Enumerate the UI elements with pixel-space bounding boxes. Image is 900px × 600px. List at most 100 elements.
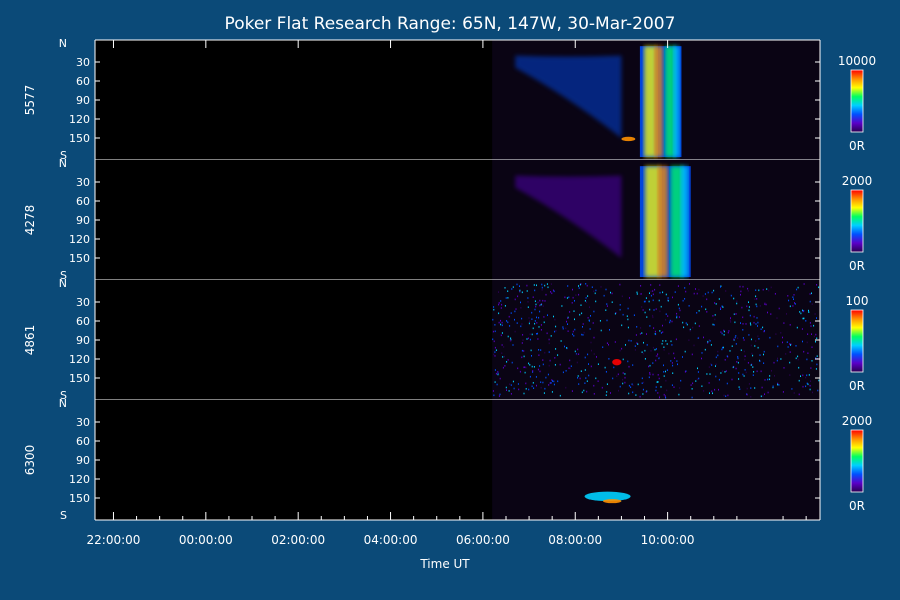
noise-pixel (568, 367, 570, 369)
noise-pixel (540, 303, 542, 306)
noise-pixel (537, 301, 539, 304)
y-tick-label: 150 (69, 132, 90, 145)
noise-pixel (708, 339, 710, 341)
noise-pixel (585, 297, 587, 299)
noise-pixel (506, 389, 507, 391)
noise-pixel (665, 313, 667, 315)
noise-pixel (548, 342, 550, 345)
noise-pixel (802, 310, 804, 313)
noise-pixel (646, 333, 647, 335)
noise-pixel (679, 309, 681, 312)
noise-pixel (665, 340, 667, 342)
y-tick-label: 30 (76, 176, 90, 189)
breakup-band (680, 166, 689, 277)
noise-pixel (622, 358, 624, 361)
noise-pixel (682, 356, 683, 358)
noise-pixel (644, 311, 646, 314)
noise-pixel (676, 315, 678, 318)
noise-pixel (576, 353, 578, 356)
noise-pixel (548, 384, 550, 386)
noise-pixel (764, 379, 766, 381)
noise-pixel (510, 384, 512, 386)
noise-pixel (805, 376, 807, 379)
noise-pixel (816, 355, 818, 357)
noise-pixel (734, 313, 736, 315)
noise-pixel (801, 328, 803, 330)
colorbar (850, 309, 864, 373)
noise-pixel (536, 333, 538, 335)
x-axis: 22:00:00 00:00:00 02:00:00 04:00:00 06:00:00… (87, 40, 807, 547)
noise-pixel (748, 383, 750, 385)
noise-pixel (816, 284, 818, 286)
noise-pixel (794, 302, 795, 304)
noise-pixel (543, 321, 545, 324)
noise-pixel (536, 322, 538, 324)
noise-pixel (689, 283, 690, 285)
noise-pixel (811, 333, 812, 335)
noise-pixel (593, 336, 595, 339)
noise-pixel (655, 348, 657, 350)
breakup-band (670, 166, 684, 277)
noise-pixel (498, 395, 500, 397)
noise-pixel (540, 349, 542, 351)
noise-pixel (523, 366, 525, 369)
noise-pixel (737, 337, 739, 339)
panel-6300: N S 30 60 90 120 150 6300 2000 0R (23, 397, 872, 522)
noise-pixel (592, 322, 594, 324)
noise-pixel (578, 287, 580, 289)
noise-pixel (672, 296, 673, 299)
noise-pixel (777, 357, 778, 360)
noise-pixel (501, 321, 503, 324)
noise-pixel (584, 369, 586, 371)
noise-pixel (736, 302, 738, 305)
noise-pixel (789, 343, 791, 345)
noise-pixel (758, 289, 760, 292)
noise-pixel (791, 388, 793, 390)
noise-pixel (584, 382, 586, 384)
noise-pixel (671, 362, 673, 364)
noise-pixel (782, 336, 783, 339)
noise-pixel (810, 380, 811, 382)
noise-pixel (683, 326, 685, 329)
breakup-band (644, 46, 657, 157)
noise-pixel (756, 317, 758, 319)
noise-pixel (649, 308, 651, 311)
noise-pixel (673, 386, 675, 388)
noise-pixel (538, 349, 540, 351)
noise-pixel (536, 384, 537, 387)
noise-pixel (727, 331, 729, 334)
y-tick-label: 90 (76, 454, 90, 467)
noise-pixel (507, 359, 509, 361)
noise-pixel (648, 376, 650, 379)
noise-pixel (593, 353, 595, 355)
noise-pixel (642, 388, 644, 391)
noise-pixel (696, 312, 698, 314)
noise-pixel (531, 311, 533, 314)
noise-pixel (809, 322, 811, 324)
noise-pixel (742, 316, 744, 319)
noise-pixel (621, 324, 623, 327)
x-axis-label: Time UT (419, 557, 470, 571)
noise-pixel (663, 393, 665, 396)
noise-pixel (710, 363, 712, 365)
y-tick-label: 150 (69, 252, 90, 265)
noise-pixel (800, 312, 802, 315)
noise-pixel (605, 371, 607, 373)
noise-pixel (720, 331, 722, 333)
noise-pixel (666, 389, 668, 392)
noise-pixel (671, 384, 673, 386)
panel-label: 4278 (23, 205, 37, 236)
noise-pixel (666, 343, 668, 345)
noise-pixel (579, 313, 581, 316)
noise-pixel (603, 294, 605, 297)
noise-pixel (767, 378, 769, 381)
noise-pixel (725, 370, 727, 372)
noise-pixel (586, 390, 588, 393)
noise-pixel (540, 329, 542, 331)
noise-pixel (664, 395, 666, 397)
noise-pixel (715, 375, 717, 378)
noise-pixel (814, 313, 816, 315)
noise-pixel (808, 311, 810, 313)
noise-pixel (571, 302, 573, 304)
noise-pixel (656, 355, 658, 357)
